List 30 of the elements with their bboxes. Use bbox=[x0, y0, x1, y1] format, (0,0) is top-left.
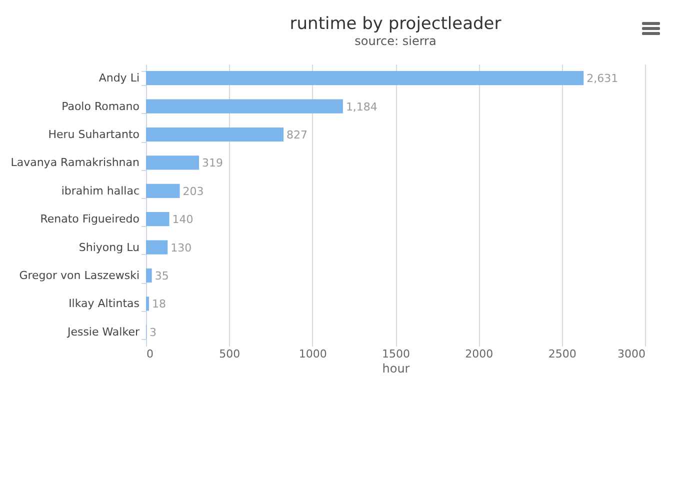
data-label: 319 bbox=[202, 156, 224, 170]
x-tick-label: 1500 bbox=[382, 348, 410, 360]
data-label: 203 bbox=[182, 184, 204, 198]
x-tick-label: 2000 bbox=[465, 348, 494, 360]
x-tick-label: 500 bbox=[219, 348, 240, 360]
data-label: 1,184 bbox=[346, 100, 378, 114]
y-tick-label: Shiyong Lu bbox=[78, 240, 140, 254]
y-tick-label: Andy Li bbox=[98, 72, 140, 85]
y-tick-label: Ilkay Altintas bbox=[68, 297, 140, 310]
data-label: 827 bbox=[286, 128, 308, 142]
y-tick-label: Paolo Romano bbox=[62, 100, 140, 113]
y-tick-label: Gregor von Laszewski bbox=[19, 269, 140, 282]
y-tick-label: ibrahim hallac bbox=[61, 184, 140, 198]
y-tick-label: Heru Suhartanto bbox=[48, 128, 140, 141]
data-label: 3 bbox=[150, 326, 156, 339]
x-tick-label: 2500 bbox=[548, 348, 576, 360]
chart-title: runtime by projectleader bbox=[290, 14, 502, 34]
y-tick-label: Jessie Walker bbox=[66, 325, 140, 338]
x-tick-label: 1000 bbox=[298, 348, 327, 360]
x-axis-title: hour bbox=[382, 362, 410, 376]
x-tick-label: 3000 bbox=[618, 348, 646, 360]
data-label: 18 bbox=[152, 298, 166, 311]
data-label: 35 bbox=[154, 270, 169, 282]
data-label: 130 bbox=[170, 241, 192, 254]
x-tick-label: 0 bbox=[146, 348, 154, 360]
y-tick-label: Renato Figueiredo bbox=[40, 212, 140, 226]
data-label: 140 bbox=[172, 213, 194, 226]
data-label: 2,631 bbox=[586, 72, 618, 86]
y-tick-label: Lavanya Ramakrishnan bbox=[10, 156, 140, 170]
chart-subtitle: source: sierra bbox=[354, 34, 436, 48]
